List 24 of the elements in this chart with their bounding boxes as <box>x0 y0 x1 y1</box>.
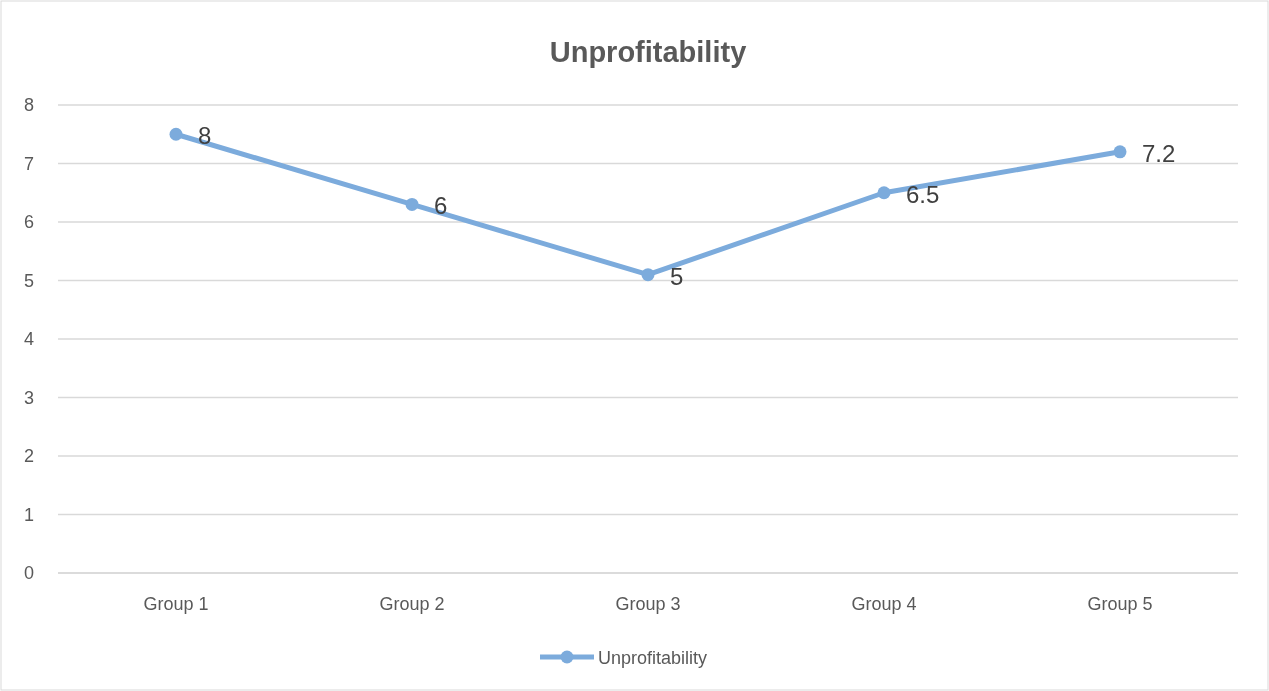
y-tick-label: 1 <box>23 504 34 525</box>
chart-title: Unprofitability <box>549 36 747 68</box>
data-label: 7.2 <box>1142 139 1176 167</box>
point <box>641 268 655 282</box>
y-tick-label: 4 <box>23 329 34 349</box>
y-tick-label: 3 <box>23 387 34 408</box>
point <box>169 127 183 141</box>
x-tick-label: Group 5 <box>1087 594 1153 614</box>
y-tick-label: 0 <box>23 563 34 583</box>
x-tick-label: Group 3 <box>615 594 681 614</box>
y-tick-label: 6 <box>23 212 34 232</box>
x-tick-label: Group 2 <box>379 594 445 614</box>
y-tick-label: 2 <box>23 446 34 466</box>
x-tick-label: Group 1 <box>143 594 209 614</box>
point <box>405 197 419 211</box>
y-tick-label: 5 <box>23 270 34 291</box>
y-tick-label: 7 <box>23 153 34 174</box>
y-tick-label: 8 <box>23 95 34 115</box>
legend-label: Unprofitability <box>598 648 708 668</box>
x-tick-label: Group 4 <box>851 594 917 614</box>
data-label: 6.5 <box>906 180 940 208</box>
point <box>877 186 891 200</box>
point <box>1113 145 1127 159</box>
data-label: 5 <box>670 262 684 290</box>
